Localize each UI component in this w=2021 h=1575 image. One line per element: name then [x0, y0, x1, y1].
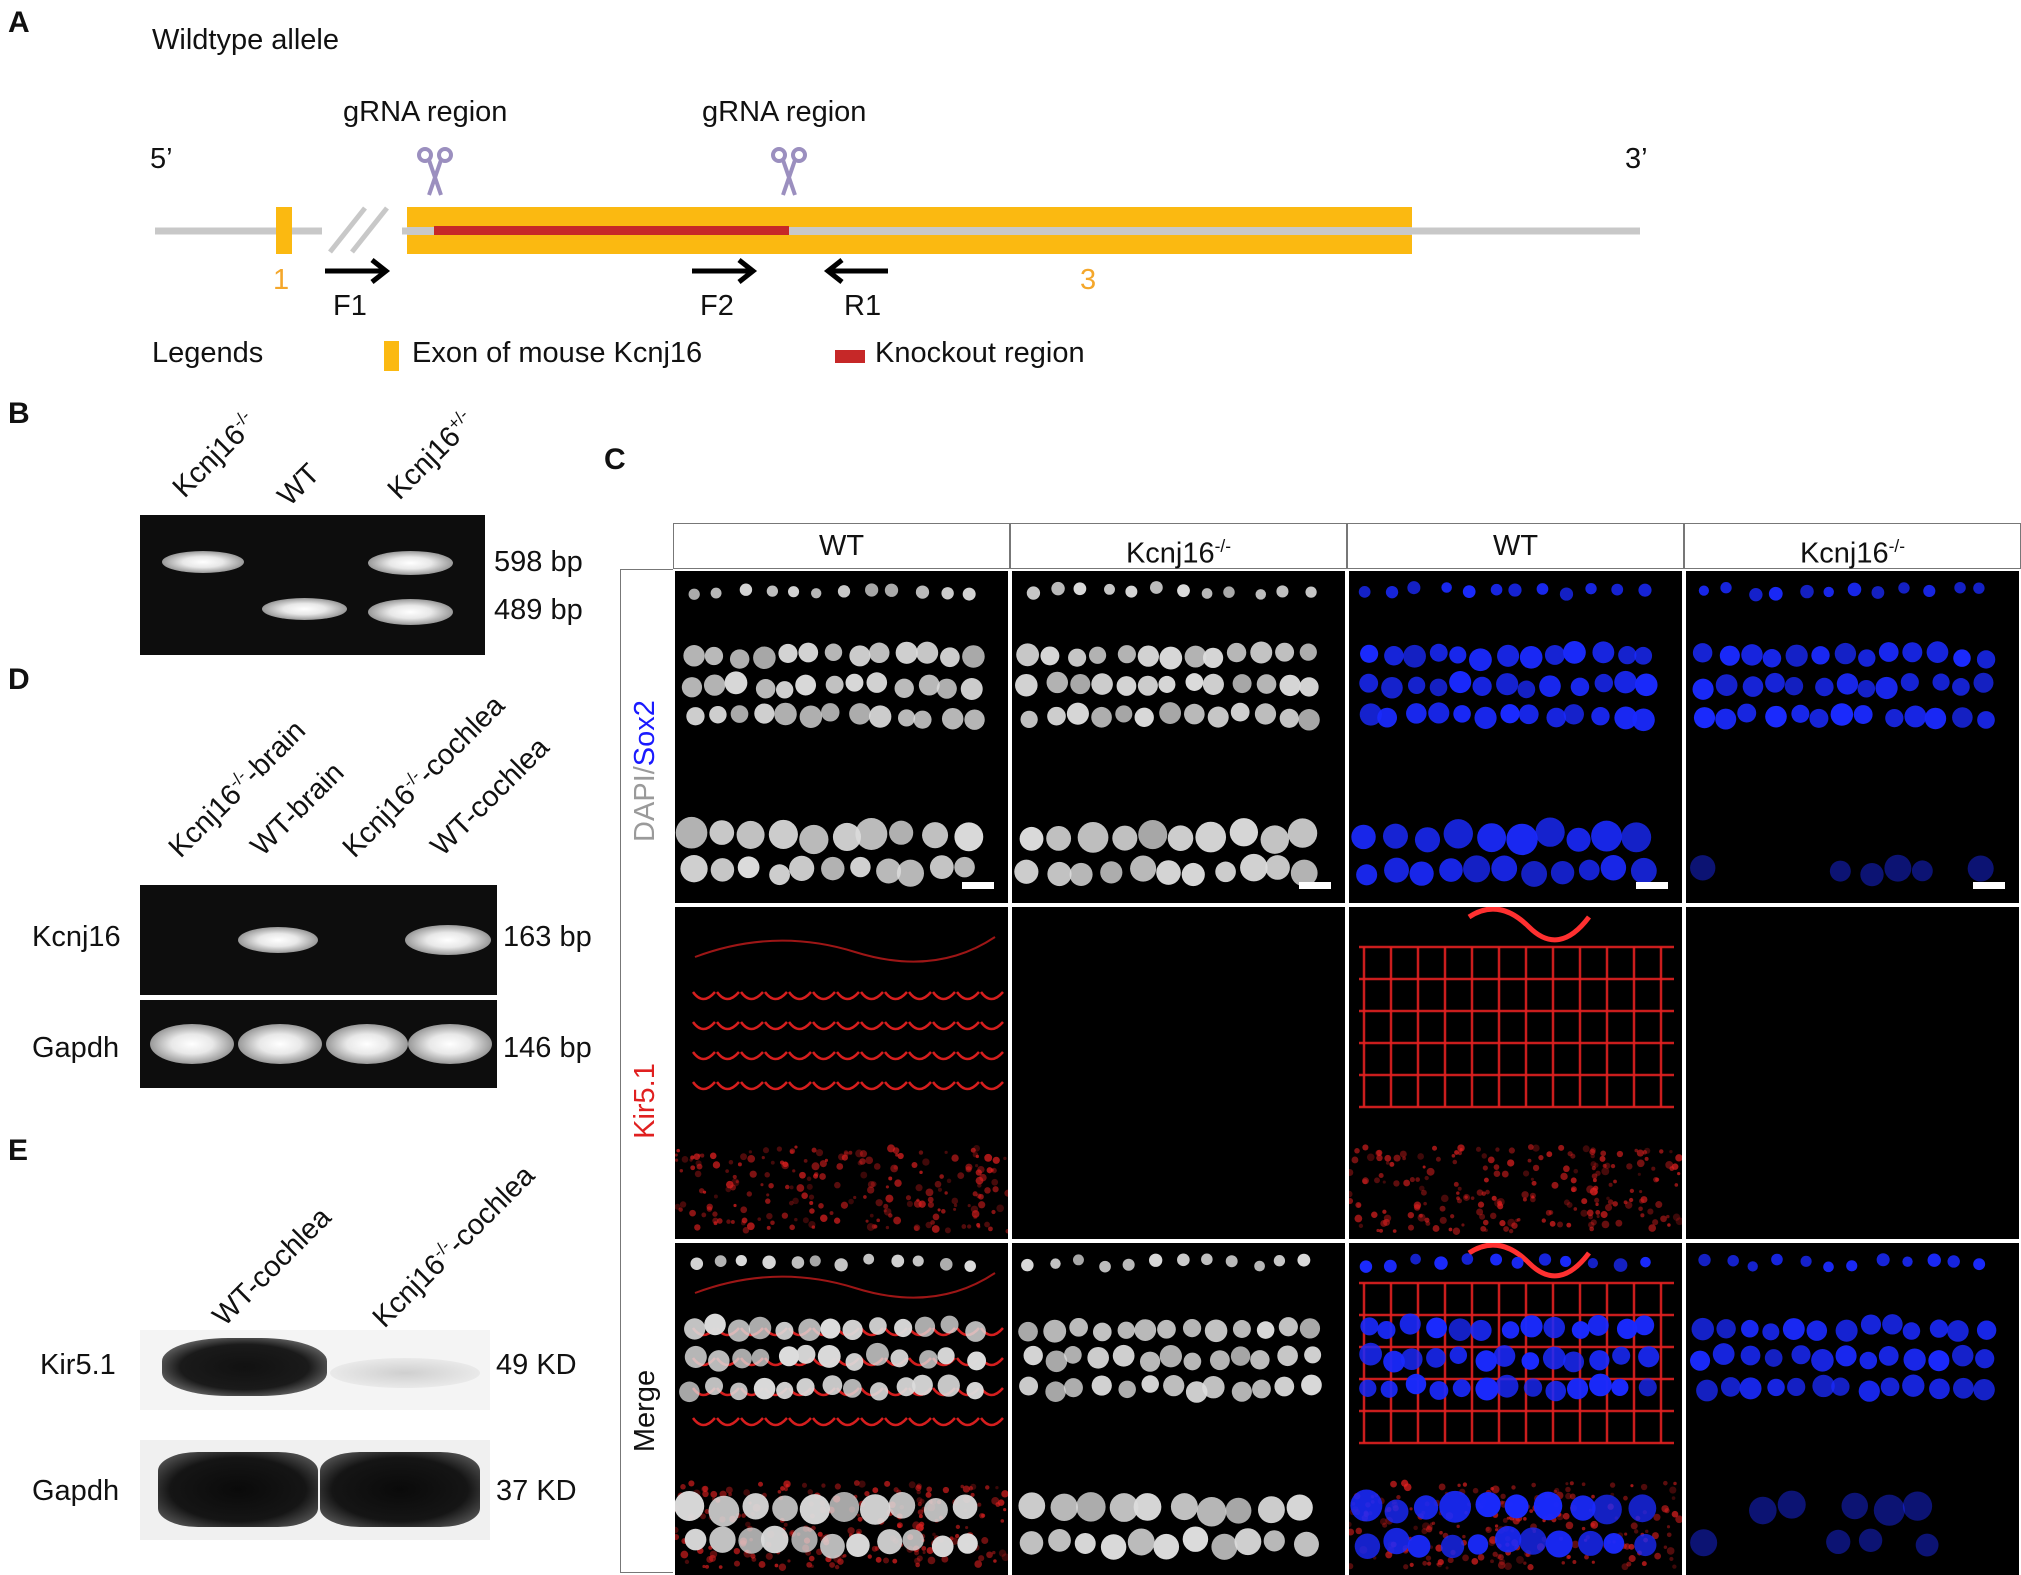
panel-a-title: Wildtype allele: [152, 24, 339, 56]
panel-label-e: E: [8, 1134, 29, 1167]
scissors-left-icon: [417, 147, 453, 196]
primer-f1-label: F1: [333, 290, 367, 322]
micrograph-r2-c1: [675, 907, 1008, 1239]
scale-bar: [962, 882, 994, 889]
gel-b-band: [368, 551, 453, 575]
scale-bar: [1299, 882, 1331, 889]
exon-1-label: 1: [273, 264, 290, 296]
gel-d-row2-label: Gapdh: [32, 1032, 120, 1064]
gel-d-gapdh-image: [140, 1000, 497, 1088]
gel-d-size-146: 146 bp: [503, 1032, 592, 1064]
micrograph-r2-c2: [1012, 907, 1345, 1239]
micrograph-r3-c1: [675, 1243, 1008, 1575]
blot-e-band: [320, 1452, 480, 1527]
legend-knockout-swatch: [835, 350, 865, 363]
gel-b-image: [140, 515, 485, 655]
break-mark-icon: [322, 206, 402, 254]
micrograph-r2-c4: [1686, 907, 2019, 1239]
primer-f2-label: F2: [700, 290, 734, 322]
legend-exon-label: Exon of mouse Kcnj16: [412, 337, 703, 369]
grna-region-right-label: gRNA region: [702, 96, 867, 128]
gel-b-lane2-label: WT: [271, 457, 327, 513]
exon-3-label: 3: [1080, 264, 1097, 296]
scale-bar: [1973, 882, 2005, 889]
blot-e-gapdh-image: [140, 1440, 490, 1540]
gel-d-band: [405, 925, 491, 955]
primer-f1-arrow-icon: [325, 258, 391, 284]
blot-e-band: [330, 1358, 480, 1388]
col-header-kcnj16-1: Kcnj16-/-: [1010, 523, 1347, 570]
legend-exon-swatch-box: [384, 341, 399, 371]
panel-label-d: D: [8, 663, 30, 696]
primer-r1-label: R1: [844, 290, 882, 322]
blot-e-band: [158, 1452, 318, 1527]
col-header-wt-2: WT: [1347, 523, 1684, 569]
blot-e-row2-label: Gapdh: [32, 1475, 120, 1507]
scissors-right-icon: [771, 147, 807, 196]
three-prime-label: 3’: [1625, 143, 1648, 175]
grna-region-left-label: gRNA region: [343, 96, 508, 128]
gel-b-lane3-label: Kcnj16+/-: [381, 404, 473, 506]
col-header-kcnj16-2: Kcnj16-/-: [1684, 523, 2021, 570]
primer-r1-arrow-icon: [823, 258, 888, 284]
exon-3-intronline: [407, 227, 1412, 235]
gel-b-band: [368, 599, 453, 625]
five-prime-label: 5’: [150, 143, 173, 175]
gel-d-band: [408, 1024, 492, 1064]
gel-d-band: [238, 927, 318, 953]
micrograph-r1-c1: [675, 571, 1008, 903]
blot-e-row1-label: Kir5.1: [40, 1349, 116, 1381]
blot-e-size-37: 37 KD: [496, 1475, 577, 1507]
micrograph-r3-c2: [1012, 1243, 1345, 1575]
primer-f2-arrow-icon: [692, 258, 758, 284]
gel-d-band: [238, 1024, 322, 1064]
gel-d-kcnj16-image: [140, 885, 497, 995]
row-label-kir51: Kir5.1: [629, 1063, 661, 1139]
micrograph-r1-c2: [1012, 571, 1345, 903]
blot-e-kir51-image: [140, 1330, 490, 1410]
gene-structure-diagram: [155, 147, 1640, 360]
legends-label: Legends: [152, 337, 264, 369]
scale-bar: [1636, 882, 1668, 889]
gel-d-size-163: 163 bp: [503, 921, 592, 953]
panel-label-a: A: [8, 6, 30, 39]
panel-label-b: B: [8, 397, 30, 430]
gel-b-size-598: 598 bp: [494, 546, 583, 578]
gel-b-band: [162, 551, 244, 573]
blot-e-lane2-label: Kcnj16-/--cochlea: [366, 1159, 542, 1334]
blot-e-lane1-label: WT-cochlea: [206, 1201, 338, 1333]
micrograph-r3-c3: [1349, 1243, 1682, 1575]
legend-knockout-label: Knockout region: [875, 337, 1085, 369]
gel-b-lane1-label: Kcnj16-/-: [166, 405, 254, 504]
micrograph-r3-c4: [1686, 1243, 2019, 1575]
gel-b-band: [262, 598, 347, 620]
micrograph-r1-c4: [1686, 571, 2019, 903]
blot-e-band: [162, 1338, 327, 1396]
gel-b-size-489: 489 bp: [494, 594, 583, 626]
micrograph-r1-c3: [1349, 571, 1682, 903]
exon-1-box: [276, 207, 292, 254]
blot-e-size-49: 49 KD: [496, 1349, 577, 1381]
micrograph-r2-c3: [1349, 907, 1682, 1239]
knockout-region-bar: [434, 226, 789, 235]
col-header-wt-1: WT: [673, 523, 1010, 569]
gel-d-lane1-label: Kcnj16-/--brain: [162, 714, 313, 864]
gel-d-lane3-label: Kcnj16-/--cochlea: [336, 689, 512, 864]
gel-d-band: [326, 1024, 408, 1064]
gel-d-band: [150, 1024, 234, 1064]
row-label-dapi-sox2: DAPI/Sox2: [629, 700, 661, 842]
panel-label-c: C: [604, 443, 626, 476]
gel-d-row1-label: Kcnj16: [32, 921, 121, 953]
row-label-merge: Merge: [629, 1369, 661, 1453]
